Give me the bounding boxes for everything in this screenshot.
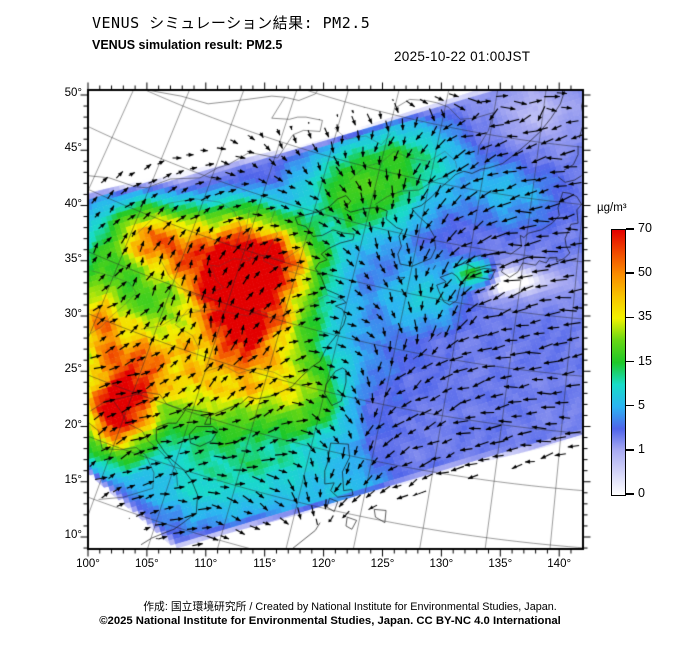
lon-tick-label: 140° xyxy=(547,558,572,570)
lat-tick-label: 50° xyxy=(64,87,82,99)
page-title-japanese: VENUS シミュレーション結果: PM2.5 xyxy=(92,14,371,32)
lon-tick-label: 110° xyxy=(194,558,218,570)
colorbar-tick-label: 1 xyxy=(638,441,645,456)
colorbar-tick-label: 50 xyxy=(638,265,652,280)
colorbar-tick-label: 70 xyxy=(638,221,652,235)
lat-tick-label: 20° xyxy=(64,418,82,431)
lat-tick-label: 15° xyxy=(64,473,82,486)
colorbar-tick-mark xyxy=(626,449,634,451)
lon-tick-label: 105° xyxy=(134,558,159,570)
lat-tick-label: 45° xyxy=(64,142,82,155)
timestamp-label: 2025-10-22 01:00JST xyxy=(394,49,531,64)
colorbar-tick-mark xyxy=(626,360,634,363)
lat-tick-label: 40° xyxy=(64,197,82,210)
colorbar-tick-label: 0 xyxy=(638,486,645,500)
lon-tick-label: 125° xyxy=(370,558,395,570)
lon-tick-label: 120° xyxy=(311,558,336,570)
lat-tick-label: 30° xyxy=(64,308,82,320)
colorbar-tick-mark xyxy=(626,272,634,274)
credit-line: 作成: 国立環境研究所 / Created by National Instit… xyxy=(143,601,557,613)
colorbar-gradient xyxy=(611,229,626,496)
colorbar-tick-mark xyxy=(626,228,634,230)
lat-tick-label: 35° xyxy=(64,252,82,265)
colorbar-tick-mark xyxy=(626,316,634,319)
colorbar-tick-mark xyxy=(626,404,634,407)
lat-tick-label: 25° xyxy=(64,363,82,376)
colorbar-tick-mark xyxy=(626,493,634,495)
colorbar-unit-label: µg/m³ xyxy=(597,202,627,214)
lon-tick-label: 135° xyxy=(488,558,513,570)
colorbar-tick-label: 5 xyxy=(638,397,645,412)
lon-tick-label: 115° xyxy=(253,558,277,570)
lon-tick-label: 130° xyxy=(429,558,454,570)
lon-tick-label: 100° xyxy=(76,558,100,570)
colorbar-tick-label: 15 xyxy=(638,353,652,368)
license-line: ©2025 National Institute for Environment… xyxy=(99,615,561,627)
colorbar-tick-label: 35 xyxy=(638,309,652,324)
page-title-english: VENUS simulation result: PM2.5 xyxy=(92,38,283,52)
lat-tick-label: 10° xyxy=(64,529,82,541)
